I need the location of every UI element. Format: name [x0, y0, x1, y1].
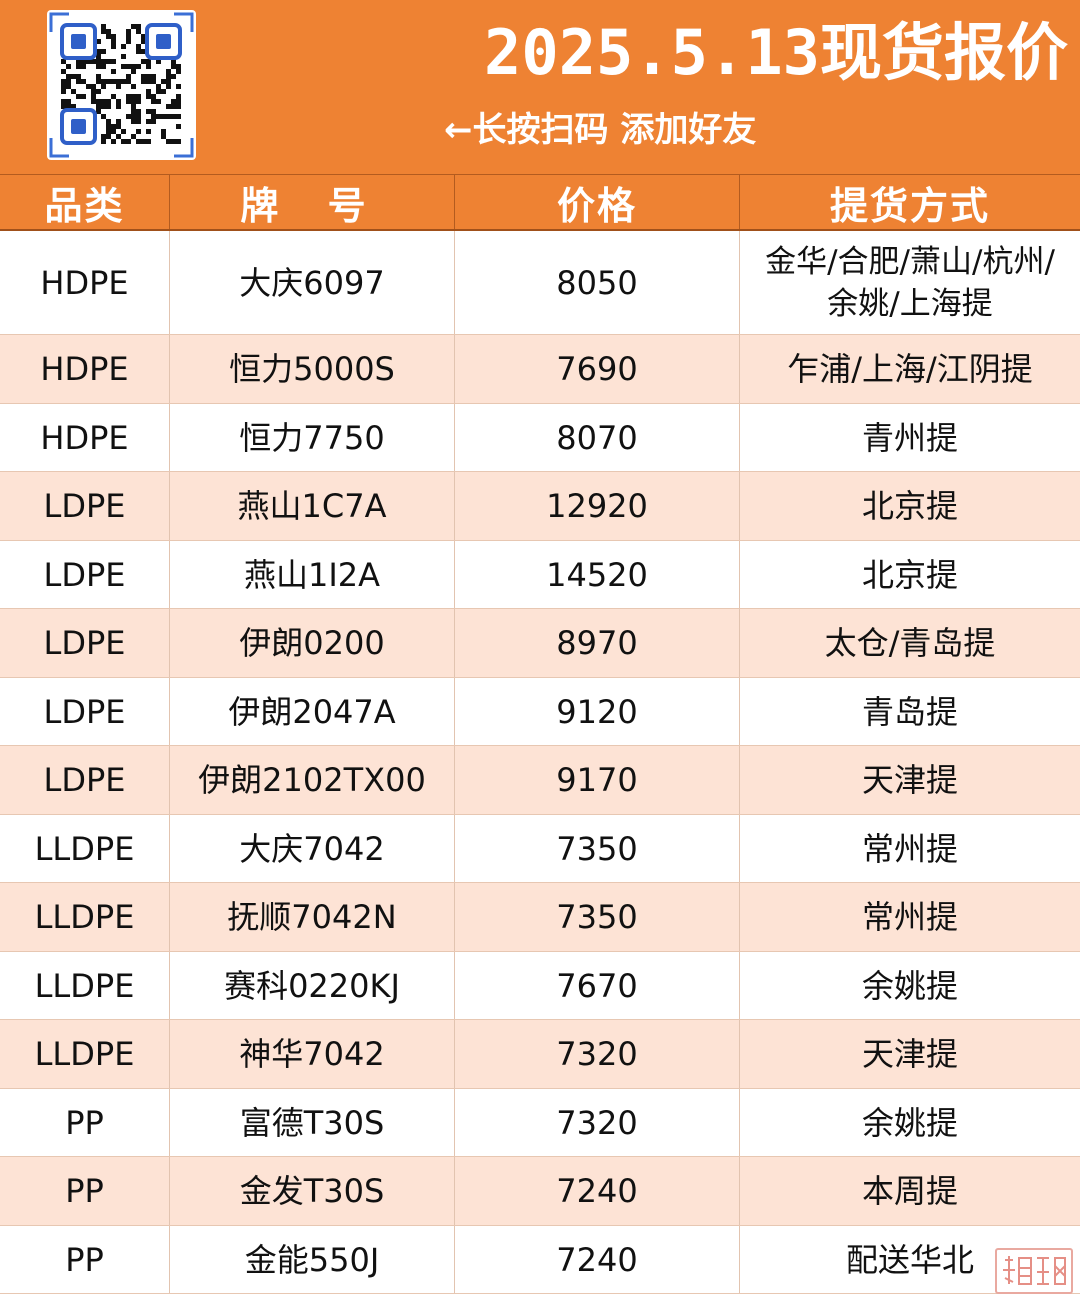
header-price: 价格 [455, 175, 740, 229]
cell-delivery: 配送华北 [845, 1240, 974, 1279]
cell-price: 7240 [455, 1226, 740, 1293]
cell-delivery: 余姚提 [861, 966, 958, 1005]
qr-code-icon[interactable] [47, 10, 196, 160]
price-table-body: HDPE 大庆6097 8050 金华/合肥/萧山/杭州/ 余姚/上海提 HDPE 恒力5… [0, 231, 1080, 1294]
watermark-stamp [995, 1248, 1073, 1294]
watermark-seal-graphic [1003, 1256, 1066, 1285]
header-delivery: 提货方式 [829, 183, 990, 228]
cell-delivery: 太仓/青岛提 [824, 624, 996, 662]
cell-price: 7320 [455, 1020, 740, 1088]
cell-delivery: 常州提 [861, 898, 958, 936]
cell-price: 9120 [455, 678, 740, 745]
table-row: HDPE 恒力7750 8070 青州提 [0, 404, 1080, 472]
cell-price: 12920 [455, 472, 740, 540]
cell-grade: 金能550J [170, 1226, 455, 1293]
cell-delivery: 乍浦/上海/江阴提 [787, 350, 1033, 388]
header-banner: 2025.5.13现货报价 ←长按扫码 添加好友 [0, 0, 1080, 174]
table-header: 品类 牌 号 价格 提货方式 [0, 174, 1080, 231]
cell-category: LDPE [0, 746, 170, 814]
cell-category: LDPE [0, 678, 170, 745]
cell-category: LLDPE [0, 815, 170, 882]
cell-grade: 大庆7042 [170, 815, 455, 882]
header-grade: 牌 号 [170, 175, 455, 229]
cell-grade: 大庆6097 [170, 231, 455, 334]
cell-delivery: 北京提 [861, 487, 958, 525]
page-title: 2025.5.13现货报价 [484, 16, 1068, 89]
table-row: PP 金能550J 7240 配送华北 [0, 1226, 1080, 1294]
cell-category: PP [0, 1157, 170, 1225]
cell-delivery: 本周提 [861, 1172, 958, 1210]
cell-price: 7690 [455, 335, 740, 403]
cell-grade: 伊朗0200 [170, 609, 455, 677]
scan-hint: ←长按扫码 添加好友 [444, 110, 757, 150]
cell-grade: 金发T30S [170, 1157, 455, 1225]
cell-grade: 抚顺7042N [170, 883, 455, 951]
table-row: HDPE 大庆6097 8050 金华/合肥/萧山/杭州/ 余姚/上海提 [0, 231, 1080, 335]
cell-price: 8970 [455, 609, 740, 677]
header-category: 品类 [0, 175, 170, 229]
cell-grade: 赛科0220KJ [170, 952, 455, 1019]
cell-category: HDPE [0, 404, 170, 471]
table-row: LDPE 伊朗2047A 9120 青岛提 [0, 678, 1080, 746]
cell-price: 8050 [455, 231, 740, 334]
cell-category: PP [0, 1226, 170, 1293]
cell-price: 9170 [455, 746, 740, 814]
cell-grade: 伊朗2102TX00 [170, 746, 455, 814]
cell-category: LLDPE [0, 883, 170, 951]
cell-category: LLDPE [0, 1020, 170, 1088]
cell-delivery: 北京提 [861, 555, 958, 594]
table-row: LLDPE 大庆7042 7350 常州提 [0, 815, 1080, 883]
cell-category: PP [0, 1089, 170, 1156]
table-row: PP 金发T30S 7240 本周提 [0, 1157, 1080, 1226]
table-row: HDPE 恒力5000S 7690 乍浦/上海/江阴提 [0, 335, 1080, 404]
table-row: LDPE 燕山1C7A 12920 北京提 [0, 472, 1080, 541]
cell-category: HDPE [0, 231, 170, 334]
cell-category: LDPE [0, 609, 170, 677]
table-row: LLDPE 神华7042 7320 天津提 [0, 1020, 1080, 1089]
cell-category: LDPE [0, 472, 170, 540]
cell-delivery: 金华/合肥/萧山/杭州/ 余姚/上海提 [765, 243, 1055, 322]
cell-price: 7350 [455, 883, 740, 951]
cell-grade: 伊朗2047A [170, 678, 455, 745]
cell-delivery: 天津提 [861, 1035, 958, 1073]
cell-grade: 燕山1I2A [170, 541, 455, 608]
table-row: LLDPE 抚顺7042N 7350 常州提 [0, 883, 1080, 952]
cell-price: 8070 [455, 404, 740, 471]
cell-delivery: 天津提 [861, 761, 958, 799]
cell-delivery: 青州提 [861, 418, 958, 457]
cell-grade: 燕山1C7A [170, 472, 455, 540]
cell-grade: 神华7042 [170, 1020, 455, 1088]
cell-delivery: 青岛提 [861, 692, 958, 731]
cell-price: 7320 [455, 1089, 740, 1156]
table-row: LDPE 燕山1I2A 14520 北京提 [0, 541, 1080, 609]
qr-code-graphic [49, 12, 194, 158]
cell-grade: 恒力7750 [170, 404, 455, 471]
table-row: LLDPE 赛科0220KJ 7670 余姚提 [0, 952, 1080, 1020]
cell-delivery: 余姚提 [861, 1103, 958, 1142]
cell-grade: 富德T30S [170, 1089, 455, 1156]
table-row: PP 富德T30S 7320 余姚提 [0, 1089, 1080, 1157]
cell-price: 7350 [455, 815, 740, 882]
cell-delivery: 常州提 [861, 829, 958, 868]
cell-grade: 恒力5000S [170, 335, 455, 403]
cell-price: 14520 [455, 541, 740, 608]
table-row: LDPE 伊朗2102TX00 9170 天津提 [0, 746, 1080, 815]
cell-category: LDPE [0, 541, 170, 608]
cell-price: 7670 [455, 952, 740, 1019]
cell-price: 7240 [455, 1157, 740, 1225]
cell-category: HDPE [0, 335, 170, 403]
table-row: LDPE 伊朗0200 8970 太仓/青岛提 [0, 609, 1080, 678]
cell-category: LLDPE [0, 952, 170, 1019]
